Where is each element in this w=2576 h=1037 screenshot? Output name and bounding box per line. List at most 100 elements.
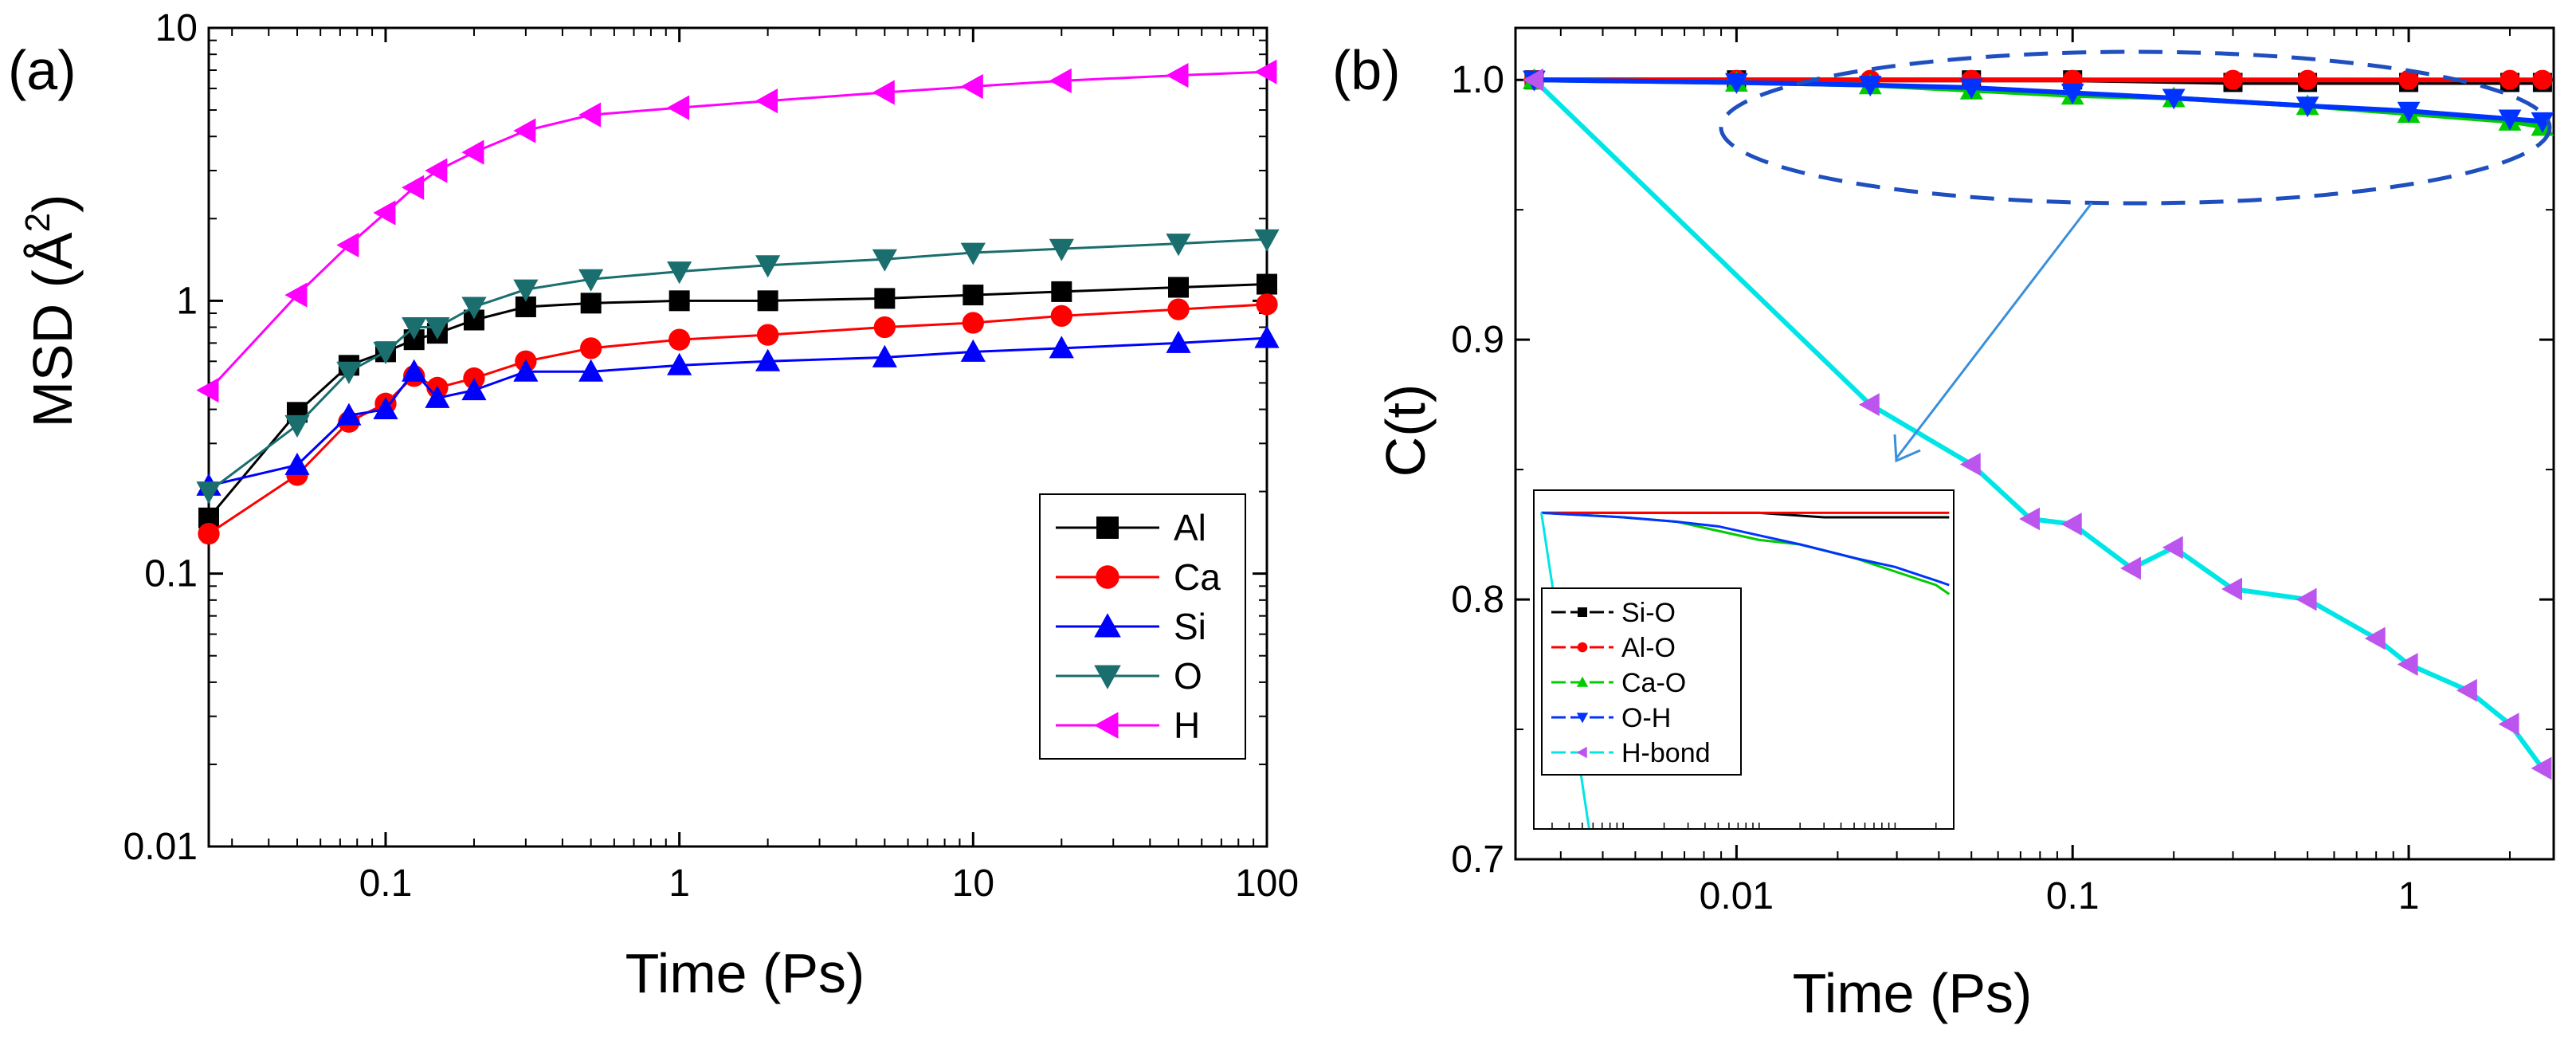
panel-a-legend-item-h: H	[1056, 705, 1200, 746]
inset-legend-marker	[1576, 676, 1589, 687]
panel-a-point-o	[960, 242, 986, 265]
panel-a-point-o	[872, 249, 897, 272]
panel-b-point-h-bond	[2498, 713, 2519, 736]
panel-b-highlight-ellipse	[1719, 49, 2552, 206]
panel-a-series-si	[196, 325, 1280, 496]
inset-line-o-h	[1541, 511, 1950, 587]
inset-legend-label: O-H	[1621, 703, 1671, 733]
panel-b-x-tick-label: 0.1	[2046, 875, 2100, 917]
panel-b-point-h-bond	[2221, 577, 2242, 601]
panel-b-y-axis-title: C(t)	[1374, 384, 1437, 477]
inset-legend-marker	[1577, 642, 1588, 653]
panel-a-line-h	[207, 70, 1268, 391]
panel-b-inset: Si-O Al-O Ca-O O-H H-bond	[1533, 489, 1955, 830]
panel-a-legend-label: Ca	[1174, 556, 1221, 598]
panel-b-x-tick-label: 1	[2398, 875, 2420, 917]
panel-a-point-h	[402, 175, 425, 200]
panel-a-legend-marker	[1094, 665, 1121, 689]
inset-legend-label: Si-O	[1621, 598, 1676, 628]
panel-a-legend-item-al: Al	[1056, 507, 1206, 548]
panel-a-point-h	[284, 282, 308, 308]
panel-a-y-tick-label: 10	[155, 7, 198, 49]
panel-b-label: (b)	[1332, 39, 1401, 101]
panel-b-point-h-bond	[2364, 627, 2386, 650]
panel-a-legend-label: H	[1174, 705, 1200, 746]
panel-b-point-h-bond	[2531, 756, 2552, 780]
inset-legend-item-h-bond: H-bond	[1551, 738, 1711, 768]
panel-a-label: (a)	[8, 39, 76, 101]
panel-a: (a) 0.1 1 10 100 0.01 0.1 1 10 Time (Ps) MSD (Å…	[8, 7, 1299, 1004]
panel-a-point-o	[196, 481, 222, 505]
panel-a-legend-item-ca: Ca	[1056, 556, 1221, 598]
panel-a-point-al	[1051, 281, 1072, 302]
inset-legend-label: H-bond	[1621, 738, 1711, 768]
panel-a-x-tick-label: 10	[952, 862, 994, 905]
panel-a-series-h	[196, 59, 1277, 403]
panel-b-ticks: 0.01 0.1 1 0.7 0.8 0.9 1.0	[1451, 28, 2554, 917]
panel-a-legend-marker	[1094, 613, 1121, 638]
panel-b-point-h-bond	[2397, 653, 2418, 676]
panel-a-point-ca	[1256, 293, 1278, 316]
inset-legend-marker	[1576, 713, 1589, 724]
panel-a-point-h	[196, 377, 219, 403]
panel-b-point-al-o	[2398, 69, 2419, 90]
panel-b-point-o-h	[1959, 78, 1983, 100]
inset-legend-item-al-o: Al-O	[1551, 633, 1676, 663]
panel-b-line-o-h	[1534, 77, 2543, 124]
panel-b-point-al-o	[2222, 69, 2244, 90]
panel-a-x-tick-label: 100	[1235, 862, 1299, 905]
panel-a-point-si	[1166, 330, 1191, 353]
panel-a-x-axis-title: Time (Ps)	[625, 942, 865, 1004]
panel-a-point-al	[757, 290, 778, 312]
inset-legend-marker	[1576, 746, 1587, 759]
panel-a-point-si	[667, 352, 692, 375]
panel-b-point-h-bond	[2162, 536, 2183, 560]
panel-a-point-h	[1166, 62, 1189, 88]
panel-a-point-al	[669, 290, 690, 312]
panel-b-point-h-bond	[1959, 453, 1981, 476]
panel-a-point-h	[578, 102, 602, 128]
panel-a-legend-label: O	[1174, 655, 1202, 697]
panel-a-point-si	[284, 452, 310, 475]
panel-a-ticks: 0.1 1 10 100 0.01 0.1 1 10	[124, 7, 1299, 905]
panel-b-plot-frame	[1514, 26, 2555, 861]
panel-a-point-h	[425, 158, 448, 183]
inset-legend-item-o-h: O-H	[1551, 703, 1671, 733]
panel-a-point-o	[425, 317, 450, 340]
panel-a-point-h	[960, 73, 983, 100]
panel-a-point-si	[1254, 325, 1280, 348]
panel-b-line-h-bond	[1532, 78, 2545, 770]
panel-b-point-al-o	[2297, 69, 2318, 90]
panel-a-legend-item-o: O	[1056, 655, 1202, 697]
inset-legend-marker	[1578, 607, 1587, 617]
panel-a-line-o	[208, 238, 1268, 493]
panel-b-point-h-bond	[2120, 556, 2142, 580]
panel-a-point-o	[373, 341, 398, 364]
panel-b-point-al-o	[2500, 69, 2520, 90]
inset-legend: Si-O Al-O Ca-O O-H H-bond	[1541, 587, 1742, 776]
panel-a-point-o	[402, 317, 427, 340]
panel-a-point-o	[513, 279, 539, 302]
panel-b-point-o-h	[2162, 88, 2186, 110]
panel-a-y-axis-title: MSD (Å2)	[18, 194, 84, 428]
panel-a-point-si	[1049, 336, 1074, 359]
panel-a-point-o	[755, 255, 781, 278]
panel-a-series	[196, 59, 1280, 545]
panel-a-y-tick-label: 0.1	[144, 553, 198, 595]
panel-a-point-o	[461, 297, 487, 320]
panel-a-point-si	[513, 359, 539, 382]
panel-b-point-h-bond	[1523, 68, 1543, 92]
panel-b-y-tick-label: 0.7	[1451, 839, 1504, 881]
panel-a-point-ca	[198, 522, 220, 545]
panel-a-point-h	[461, 139, 484, 165]
panel-b-x-axis-title: Time (Ps)	[1793, 962, 2033, 1024]
panel-b-y-tick-label: 0.8	[1451, 579, 1504, 621]
panel-a-line-al	[207, 283, 1268, 519]
panel-a-point-h	[872, 80, 895, 105]
panel-b-x-tick-label: 0.01	[1700, 875, 1774, 917]
panel-b-point-o-h	[2296, 96, 2319, 118]
inset-ticks	[1551, 823, 1937, 829]
panel-a-point-ca	[756, 324, 779, 346]
panel-b-point-h-bond	[2296, 587, 2317, 611]
